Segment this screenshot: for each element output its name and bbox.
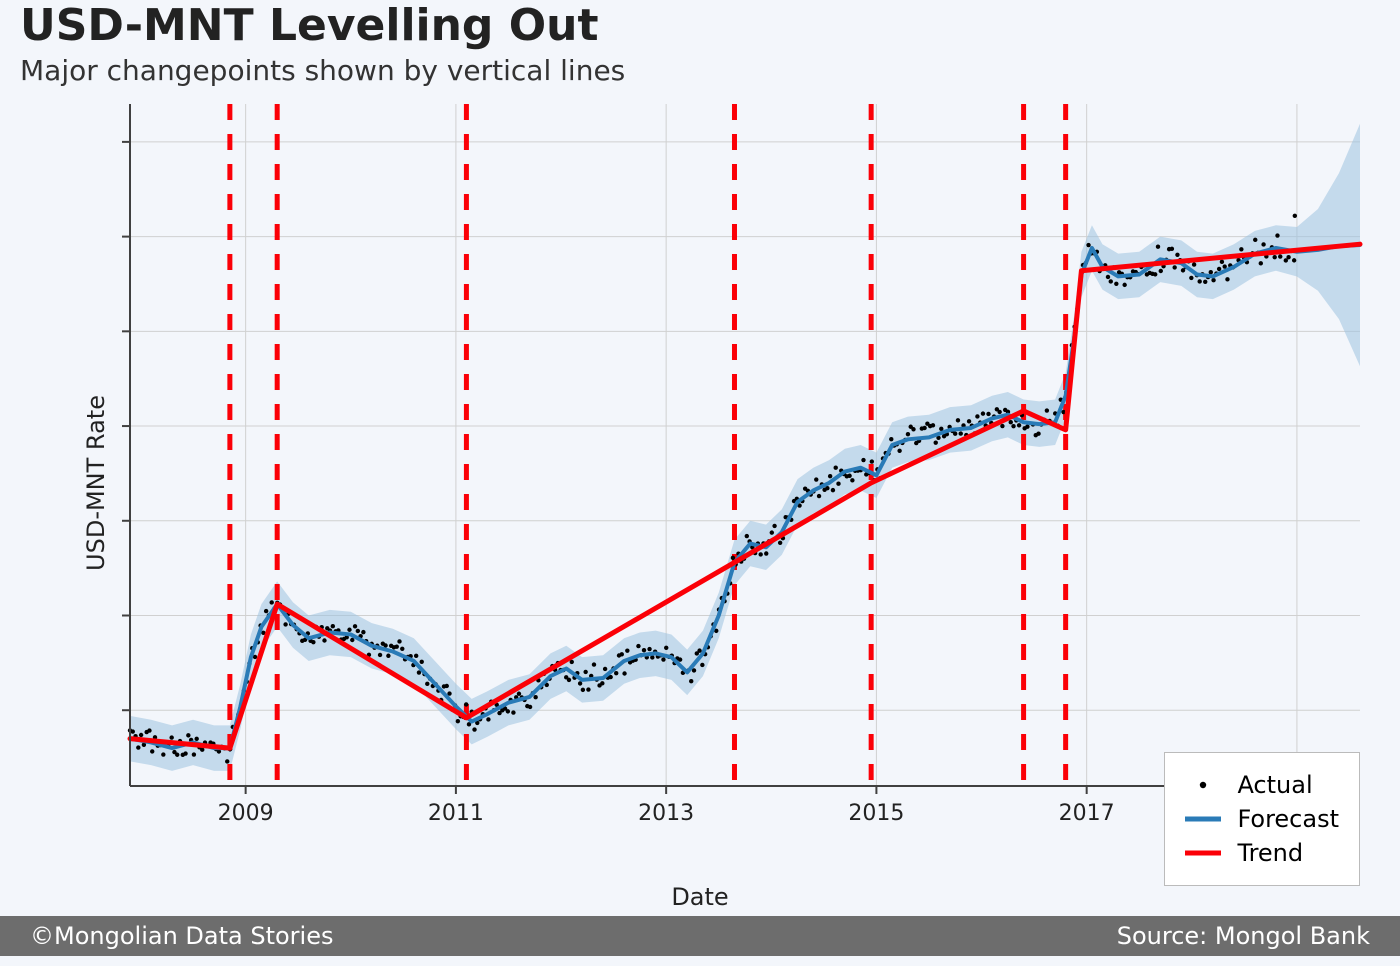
- svg-text:2011: 2011: [428, 801, 484, 826]
- legend-swatch-forecast: [1183, 809, 1223, 829]
- legend-label-actual: Actual: [1237, 771, 1312, 799]
- footer-source: Source: Mongol Bank: [1117, 922, 1370, 950]
- svg-text:2013: 2013: [638, 801, 694, 826]
- y-axis-label: USD-MNT Rate: [82, 395, 110, 571]
- plot-area: 2009201120132015201720191250150017502000…: [120, 96, 1380, 856]
- legend-swatch-actual: [1183, 775, 1223, 795]
- svg-text:2015: 2015: [848, 801, 904, 826]
- svg-text:2017: 2017: [1059, 801, 1115, 826]
- svg-text:2009: 2009: [218, 801, 274, 826]
- legend-swatch-trend: [1183, 843, 1223, 863]
- legend-item-actual: Actual: [1183, 771, 1339, 799]
- footer-bar: ©Mongolian Data Stories Source: Mongol B…: [0, 916, 1400, 956]
- chart-title: USD-MNT Levelling Out: [20, 0, 599, 51]
- legend-label-forecast: Forecast: [1237, 805, 1339, 833]
- legend: Actual Forecast Trend: [1164, 752, 1360, 886]
- chart-subtitle: Major changepoints shown by vertical lin…: [20, 54, 625, 87]
- chart-figure: USD-MNT Levelling Out Major changepoints…: [0, 0, 1400, 966]
- legend-item-trend: Trend: [1183, 839, 1339, 867]
- legend-label-trend: Trend: [1237, 839, 1303, 867]
- plot-svg: 2009201120132015201720191250150017502000…: [120, 96, 1380, 856]
- legend-item-forecast: Forecast: [1183, 805, 1339, 833]
- footer-credit: ©Mongolian Data Stories: [30, 922, 333, 950]
- x-axis-label: Date: [671, 883, 728, 911]
